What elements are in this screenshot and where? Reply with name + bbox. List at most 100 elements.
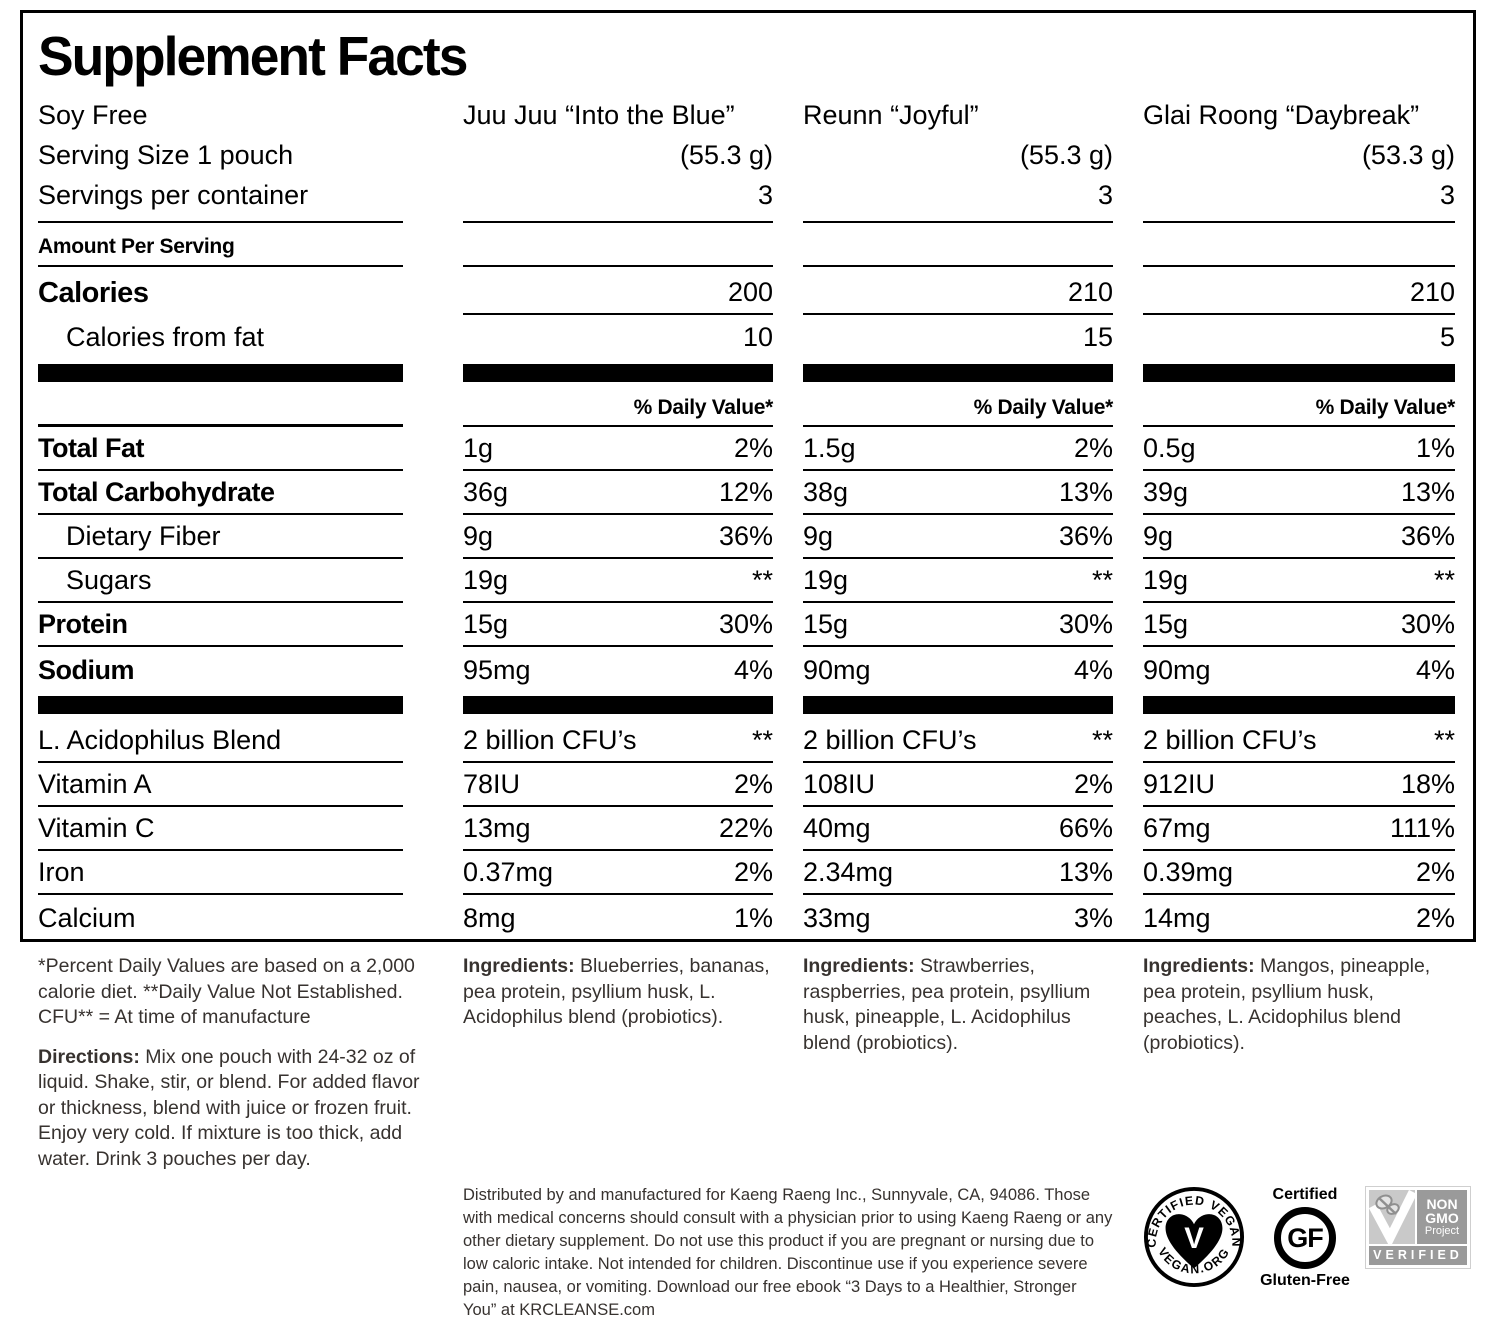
daily-value: 13%: [1058, 477, 1113, 507]
nongmo-line2: GMO: [1425, 1210, 1459, 1226]
product-name: Juu Juu “Into the Blue”: [463, 100, 735, 130]
amount: 14mg: [1143, 903, 1211, 933]
rule-cell: [38, 387, 403, 427]
nutrient-name: Protein: [38, 603, 403, 647]
daily-value: 2%: [733, 769, 773, 799]
footer: *Percent Daily Values are based on a 2,0…: [38, 954, 1478, 1322]
daily-value: 18%: [1400, 769, 1455, 799]
soy-free-label: Soy Free: [38, 100, 148, 130]
daily-value: 13%: [1058, 857, 1113, 887]
amount: 0.37mg: [463, 857, 554, 887]
gf-letters: GF: [1287, 1222, 1323, 1253]
supplement-facts-panel: Supplement Facts Soy Free Serving Size 1…: [20, 10, 1476, 942]
non-gmo-badge-icon: NON GMO Project VERIFIED: [1365, 1186, 1471, 1269]
calories-value: 210: [1067, 277, 1113, 307]
directions-paragraph: Directions: Mix one pouch with 24-32 oz …: [38, 1045, 438, 1173]
calories-from-fat-row: Calories from fat 10 15 5: [38, 315, 1455, 359]
daily-value: 2%: [1415, 903, 1455, 933]
amount: 33mg: [803, 903, 871, 933]
product-weight: (53.3 g): [1361, 140, 1455, 170]
daily-value: 2%: [733, 433, 773, 463]
daily-value: **: [1091, 725, 1113, 755]
nutrient-row: Sodium 95mg 4% 90mg 4% 90mg 4%: [38, 647, 1455, 691]
nutrient-row: L. Acidophilus Blend 2 billion CFU’s ** 2…: [38, 719, 1455, 763]
butterfly-checkmark-icon: [1368, 1189, 1418, 1248]
daily-value: **: [1091, 565, 1113, 595]
daily-value: 4%: [1415, 655, 1455, 685]
amount: 0.39mg: [1143, 857, 1234, 887]
product-servings: 3: [757, 180, 773, 210]
gf-certified-label: Certified: [1272, 1186, 1338, 1203]
amount: 90mg: [803, 655, 871, 685]
calories-value: 200: [727, 277, 773, 307]
serving-size-label: Serving Size 1 pouch: [38, 140, 294, 170]
amount-per-serving-label: Amount Per Serving: [38, 235, 235, 258]
rule-cell: [803, 223, 1113, 267]
product-weight: (55.3 g): [1019, 140, 1113, 170]
amount: 8mg: [463, 903, 516, 933]
daily-value: 30%: [1400, 609, 1455, 639]
product-name: Reunn “Joyful”: [803, 100, 979, 130]
daily-value: 1%: [733, 903, 773, 933]
daily-value: 36%: [1058, 521, 1113, 551]
nutrient-row: Calcium 8mg 1% 33mg 3% 14mg 2%: [38, 895, 1455, 939]
nutrient-row: Total Carbohydrate 36g 12% 38g 13% 39g 13%: [38, 471, 1455, 515]
section-divider-bar: [38, 364, 1455, 382]
amount: 9g: [463, 521, 494, 551]
daily-value: 12%: [718, 477, 773, 507]
servings-per-container-label: Servings per container: [38, 180, 309, 210]
daily-value-footnote: *Percent Daily Values are based on a 2,0…: [38, 955, 415, 1028]
nutrient-name: Vitamin C: [38, 807, 403, 851]
nutrient-row: Vitamin C 13mg 22% 40mg 66% 67mg 111%: [38, 807, 1455, 851]
daily-value-header-row: % Daily Value* % Daily Value* % Daily Va…: [38, 387, 1455, 427]
certification-badges: CERTIFIED VEGAN VEGAN.ORG V Certified GF…: [1143, 1184, 1473, 1322]
amount-per-serving-row: Amount Per Serving: [38, 223, 1455, 267]
directions-label: Directions:: [38, 1045, 140, 1068]
header-left: Soy Free Serving Size 1 pouch Servings p…: [38, 95, 403, 223]
header-block: Soy Free Serving Size 1 pouch Servings p…: [38, 95, 1455, 223]
calories-from-fat-value: 10: [742, 322, 773, 352]
nutrient-name: Total Fat: [38, 427, 403, 471]
amount: 0.5g: [1143, 433, 1196, 463]
amount: 67mg: [1143, 813, 1211, 843]
daily-value: 3%: [1073, 903, 1113, 933]
amount: 40mg: [803, 813, 871, 843]
daily-value: 2%: [733, 857, 773, 887]
product-servings: 3: [1439, 180, 1455, 210]
vegan-v-letter: V: [1184, 1222, 1204, 1255]
calories-row: Calories 200 210 210: [38, 267, 1455, 315]
rule-cell: [463, 223, 773, 267]
nutrient-row: Dietary Fiber 9g 36% 9g 36% 9g 36%: [38, 515, 1455, 559]
product-name: Glai Roong “Daybreak”: [1143, 100, 1420, 130]
amount: 2.34mg: [803, 857, 894, 887]
daily-value: 111%: [1389, 813, 1455, 843]
directions-text: Mix one pouch with 24-32 oz of liquid. S…: [38, 1045, 420, 1170]
ingredients-paragraph: Ingredients: Strawberries, raspberries, …: [803, 954, 1113, 1056]
amount: 15g: [1143, 609, 1189, 639]
ingredients-text: Mangos, pineapple, pea protein, psyllium…: [1143, 955, 1431, 1054]
nutrient-row: Iron 0.37mg 2% 2.34mg 13% 0.39mg 2%: [38, 851, 1455, 895]
daily-value: 36%: [718, 521, 773, 551]
nutrient-row: Total Fat 1g 2% 1.5g 2% 0.5g 1%: [38, 427, 1455, 471]
nongmo-verified-label: VERIFIED: [1369, 1246, 1467, 1265]
calories-from-fat-label: Calories from fat: [66, 322, 265, 352]
amount: 1.5g: [803, 433, 856, 463]
daily-value: **: [1433, 725, 1455, 755]
ingredients-paragraph: Ingredients: Mangos, pineapple, pea prot…: [1143, 954, 1455, 1056]
nutrient-row: Vitamin A 78IU 2% 108IU 2% 912IU 18%: [38, 763, 1455, 807]
page-title: Supplement Facts: [38, 25, 468, 87]
daily-value: **: [1433, 565, 1455, 595]
amount: 2 billion CFU’s: [803, 725, 977, 755]
nutrient-name: Total Carbohydrate: [38, 471, 403, 515]
daily-value: **: [751, 565, 773, 595]
calories-value: 210: [1409, 277, 1455, 307]
product-servings: 3: [1097, 180, 1113, 210]
nutrient-name: Calcium: [38, 903, 136, 933]
amount: 78IU: [463, 769, 521, 799]
product-column-header: Glai Roong “Daybreak” (53.3 g) 3: [1143, 95, 1455, 223]
amount: 1g: [463, 433, 494, 463]
amount: 9g: [803, 521, 834, 551]
nongmo-line3: Project: [1424, 1225, 1460, 1237]
amount: 95mg: [463, 655, 531, 685]
daily-value: 36%: [1400, 521, 1455, 551]
